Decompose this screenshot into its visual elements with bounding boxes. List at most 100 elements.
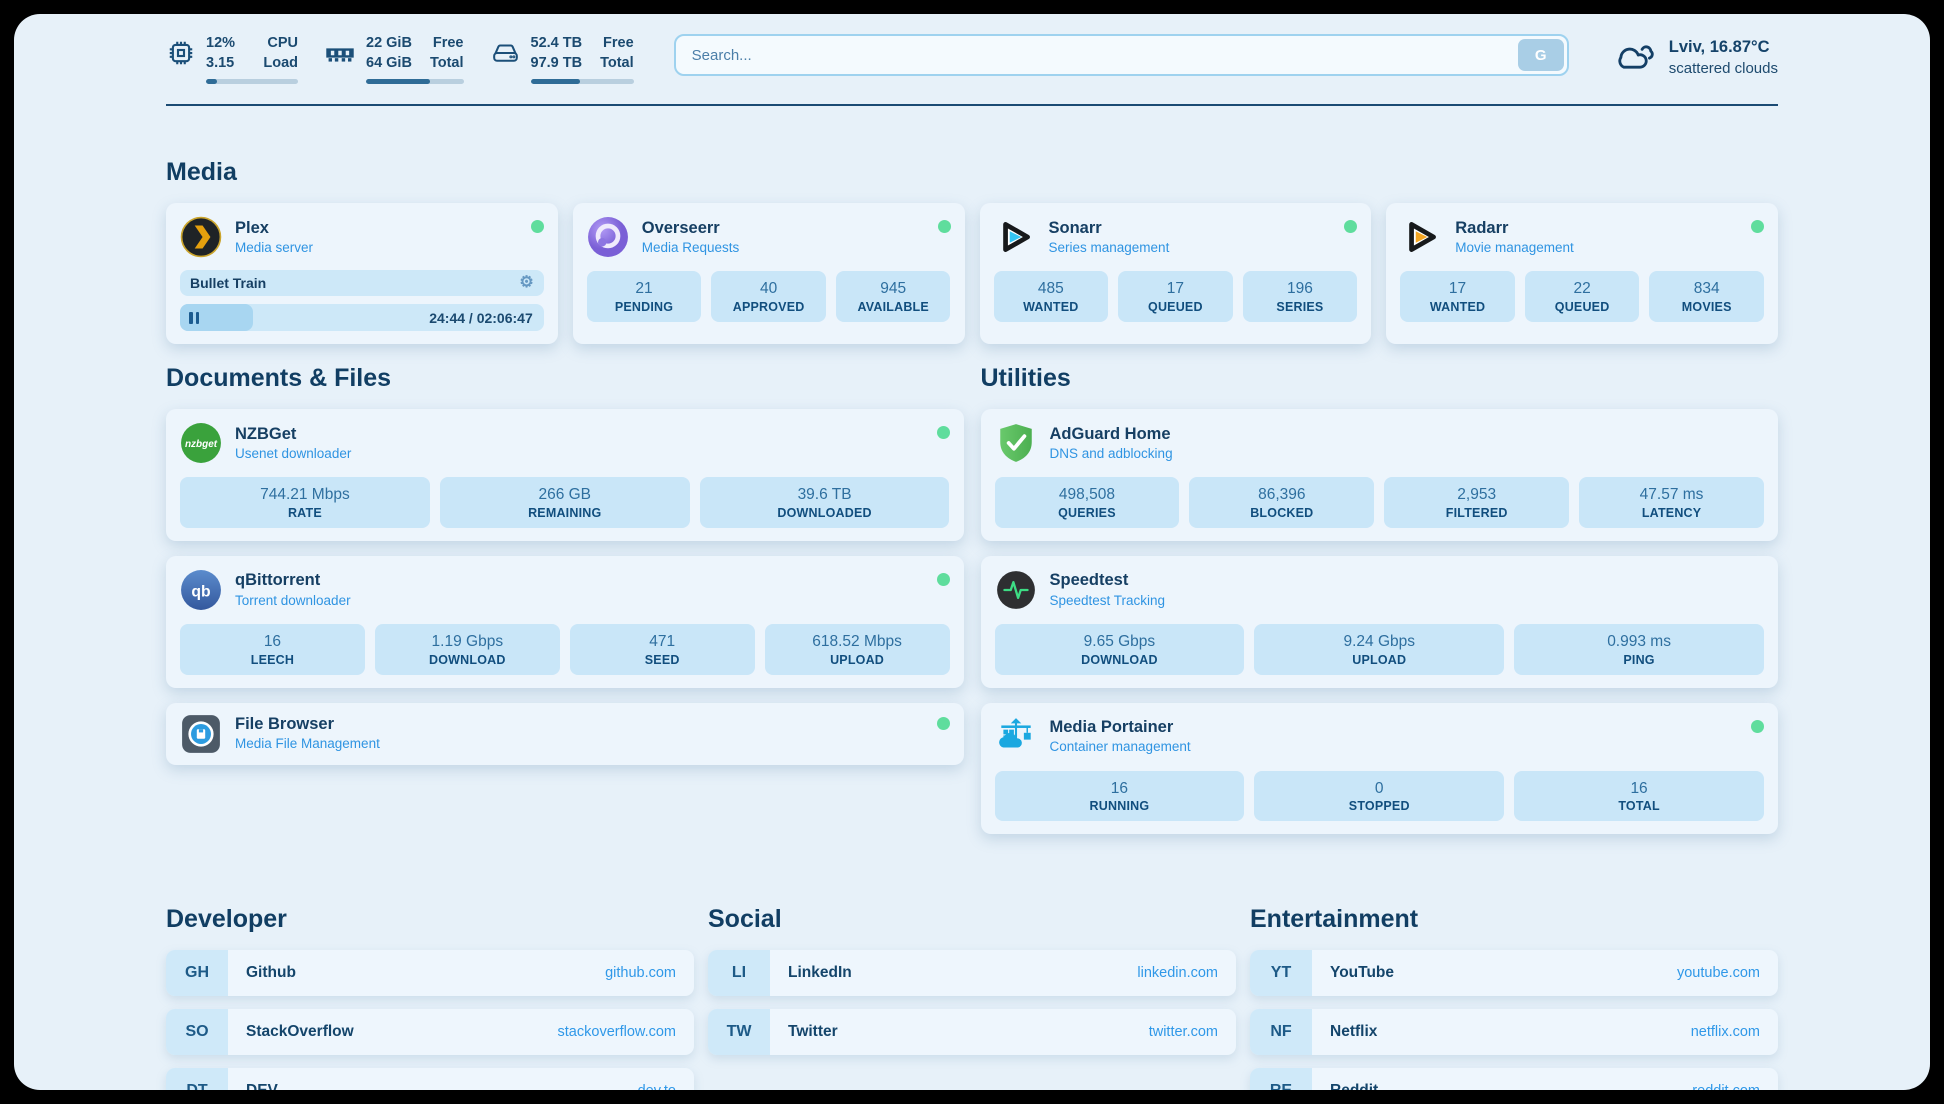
app-card-nzbget[interactable]: nzbget NZBGet Usenet downloader 744.21 M… (166, 409, 964, 541)
stat-tile: 471 SEED (569, 623, 755, 675)
status-dot (937, 220, 951, 234)
svg-text:qb: qb (191, 583, 210, 600)
filebrowser-icon (180, 713, 222, 755)
bookmark-url[interactable]: netflix.com (1690, 1024, 1760, 1041)
bookmark-url[interactable]: reddit.com (1692, 1083, 1778, 1090)
ram-label-1: Free (432, 35, 464, 51)
stat-tile: 40 APPROVED (711, 271, 826, 322)
overseerr-icon (587, 216, 629, 258)
dashboard-page: 12% 3.15 CPU Load (14, 14, 1930, 1090)
bookmark-reddit[interactable]: RE Reddit reddit.com (1250, 1068, 1778, 1090)
disk-free-value: 52.4 TB (530, 35, 583, 51)
app-card-qbittorrent[interactable]: qb qBittorrent Torrent downloader 16 LEE… (166, 555, 964, 688)
bookmark-name: Twitter (788, 1023, 838, 1041)
search-input[interactable] (673, 34, 1569, 76)
bookmark-url[interactable]: dev.to (638, 1083, 694, 1090)
disk-stat: 52.4 TB 97.9 TB Free Total (490, 34, 634, 85)
section-utilities: Utilities AdGuard Home DNS and adblockin… (980, 364, 1778, 849)
bookmark-url[interactable]: twitter.com (1148, 1024, 1218, 1041)
disk-progress-bar (530, 79, 634, 85)
section-developer: Developer GH Github github.com SO StackO… (166, 905, 694, 1090)
app-subtitle: Speedtest Tracking (1049, 592, 1166, 608)
stat-tile: 196 SERIES (1242, 271, 1358, 322)
app-card-speedtest[interactable]: Speedtest Speedtest Tracking 9.65 Gbps D… (980, 555, 1778, 688)
app-card-filebrowser[interactable]: File Browser Media File Management (166, 702, 964, 765)
app-card-overseerr[interactable]: Overseerr Media Requests 21 PENDING 40 A… (572, 203, 965, 345)
svg-text:nzbget: nzbget (185, 439, 218, 450)
bookmark-abbr: GH (166, 950, 228, 997)
bookmark-abbr: YT (1250, 950, 1312, 997)
search-engine-button[interactable]: G (1517, 39, 1564, 71)
system-stats: 12% 3.15 CPU Load (166, 34, 634, 85)
app-card-radarr[interactable]: Radarr Movie management 17 WANTED 22 QUE… (1386, 203, 1778, 345)
bookmark-abbr: LI (708, 950, 770, 997)
cpu-icon (166, 38, 196, 73)
cpu-label-1: CPU (267, 35, 298, 51)
section-title-developer: Developer (166, 905, 287, 934)
bookmark-twitter[interactable]: TW Twitter twitter.com (708, 1009, 1236, 1056)
bookmark-name: Netflix (1330, 1023, 1378, 1041)
ram-free-value: 22 GiB (366, 35, 412, 51)
stat-tile: 39.6 TB DOWNLOADED (699, 477, 950, 528)
bookmark-abbr: SO (166, 1009, 228, 1056)
bookmark-name: Reddit (1312, 1082, 1378, 1090)
app-name: Speedtest (1049, 571, 1129, 590)
app-name: NZBGet (235, 424, 297, 443)
top-bar: 12% 3.15 CPU Load (166, 34, 1778, 85)
bookmark-url[interactable]: youtube.com (1676, 965, 1760, 982)
app-subtitle: Usenet downloader (235, 446, 352, 462)
gear-icon[interactable]: ⚙ (519, 274, 534, 292)
cpu-stat: 12% 3.15 CPU Load (166, 34, 298, 85)
bookmark-url[interactable]: linkedin.com (1137, 965, 1218, 982)
stat-tile: 9.24 Gbps UPLOAD (1254, 623, 1505, 675)
disk-label-1: Free (603, 35, 634, 51)
bookmark-url[interactable]: github.com (605, 965, 676, 982)
status-dot (1751, 719, 1764, 733)
now-playing-title-row: Bullet Train ⚙ (180, 270, 544, 297)
status-dot (936, 426, 950, 440)
bookmark-netflix[interactable]: NF Netflix netflix.com (1250, 1009, 1778, 1056)
cpu-progress-bar (206, 79, 298, 85)
weather-condition: scattered clouds (1668, 59, 1778, 77)
app-card-plex[interactable]: Plex Media server Bullet Train ⚙ 24:44 /… (166, 203, 558, 345)
stat-tile: 834 MOVIES (1649, 271, 1764, 322)
app-name: Media Portainer (1049, 718, 1174, 736)
stat-tile: 2,953 FILTERED (1384, 477, 1570, 528)
stat-tile: 22 QUEUED (1524, 271, 1640, 322)
ram-stat: 22 GiB 64 GiB Free Total (324, 34, 464, 85)
bookmark-dev[interactable]: DT DEV dev.to (166, 1068, 694, 1090)
stat-tile: 17 WANTED (1400, 271, 1515, 322)
app-subtitle: Media server (235, 240, 314, 256)
stat-tile: 21 PENDING (586, 271, 702, 322)
stat-tile: 47.57 ms LATENCY (1579, 477, 1764, 528)
stat-tile: 0.993 ms PING (1514, 623, 1764, 675)
status-dot (530, 220, 544, 234)
ram-total-value: 64 GiB (366, 54, 412, 71)
app-name: File Browser (235, 715, 335, 733)
weather-location: Lviv, 16.87°C (1668, 38, 1770, 57)
cloud-icon (1611, 36, 1657, 79)
bookmark-youtube[interactable]: YT YouTube youtube.com (1250, 950, 1778, 997)
bookmark-github[interactable]: GH Github github.com (166, 950, 694, 997)
app-subtitle: Media File Management (235, 736, 380, 752)
bookmark-linkedin[interactable]: LI LinkedIn linkedin.com (708, 950, 1236, 997)
app-card-portainer[interactable]: Media Portainer Container management 16 … (980, 702, 1778, 835)
app-subtitle: DNS and adblocking (1049, 446, 1173, 462)
bookmark-name: LinkedIn (788, 964, 852, 982)
portainer-icon (995, 716, 1037, 758)
playback-progress-bar[interactable]: 24:44 / 02:06:47 (180, 304, 544, 332)
app-name: AdGuard Home (1049, 424, 1171, 443)
stat-tile: 1.19 Gbps DOWNLOAD (374, 623, 560, 675)
app-subtitle: Container management (1049, 739, 1191, 755)
bookmark-name: Github (246, 964, 296, 982)
bookmark-url[interactable]: stackoverflow.com (557, 1024, 676, 1041)
bookmark-stackoverflow[interactable]: SO StackOverflow stackoverflow.com (166, 1009, 694, 1056)
section-title-media: Media (166, 158, 237, 187)
cpu-usage-value: 12% (206, 35, 236, 51)
app-card-sonarr[interactable]: Sonarr Series management 485 WANTED 17 Q… (979, 203, 1372, 345)
stat-tile: 744.21 Mbps RATE (180, 477, 430, 528)
playback-time: 24:44 / 02:06:47 (429, 309, 533, 326)
pause-icon[interactable] (189, 311, 199, 324)
app-name: Radarr (1455, 218, 1509, 237)
app-card-adguard[interactable]: AdGuard Home DNS and adblocking 498,508 … (980, 409, 1778, 541)
